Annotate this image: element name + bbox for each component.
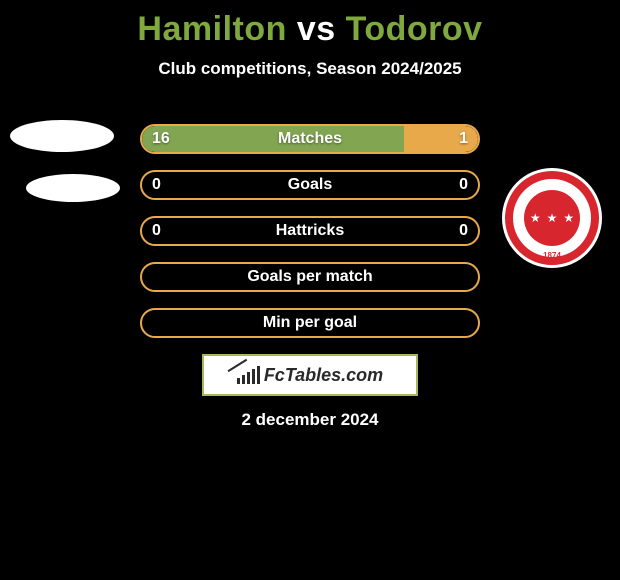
row-label: Matches <box>142 130 478 148</box>
footer-date: 2 december 2024 <box>0 410 620 430</box>
left-player-placeholder <box>10 120 120 224</box>
stat-rows: 161Matches 00Goals 00Hattricks Goals per ma… <box>140 124 480 354</box>
stat-row-goals: 00Goals <box>140 170 480 200</box>
title-right: Todorov <box>346 10 483 48</box>
source-logo: FcTables.com <box>202 354 418 396</box>
row-label: Goals <box>142 176 478 194</box>
club-badge: ★ ★ ★ 1874 <box>502 168 602 268</box>
badge-inner: ★ ★ ★ <box>524 190 580 246</box>
badge-outer: ★ ★ ★ 1874 <box>502 168 602 268</box>
stat-row-hattricks: 00Hattricks <box>140 216 480 246</box>
stat-row-mpg: Min per goal <box>140 308 480 338</box>
page-title: Hamilton vs Todorov <box>0 10 620 49</box>
stat-row-gpm: Goals per match <box>140 262 480 292</box>
bars-icon <box>237 366 260 384</box>
row-label: Min per goal <box>142 314 478 332</box>
stat-row-matches: 161Matches <box>140 124 480 154</box>
star-icon: ★ <box>563 211 574 225</box>
title-left: Hamilton <box>137 10 286 48</box>
title-vs: vs <box>297 10 336 48</box>
badge-year: 1874 <box>502 251 602 260</box>
row-label: Goals per match <box>142 268 478 286</box>
placeholder-ellipse-2 <box>26 174 120 202</box>
star-icon: ★ <box>547 211 558 225</box>
logo-text: FcTables.com <box>264 365 383 386</box>
star-icon: ★ <box>530 211 541 225</box>
subtitle: Club competitions, Season 2024/2025 <box>0 59 620 79</box>
placeholder-ellipse-1 <box>10 120 114 152</box>
comparison-card: Hamilton vs Todorov Club competitions, S… <box>0 0 620 440</box>
row-label: Hattricks <box>142 222 478 240</box>
